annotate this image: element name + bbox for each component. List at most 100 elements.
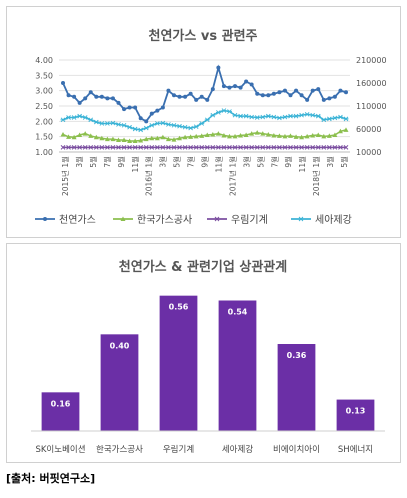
data-point [60, 145, 66, 150]
data-point [71, 145, 77, 150]
x-tick-label: 3월 [241, 156, 251, 168]
data-point [93, 119, 99, 125]
series-line [62, 129, 347, 142]
x-tick-label: 5월 [255, 156, 265, 168]
data-point [310, 88, 315, 93]
data-point [199, 145, 205, 150]
data-point [260, 131, 266, 136]
data-point [304, 111, 310, 117]
data-point [105, 96, 110, 101]
data-point [154, 145, 160, 150]
data-point [304, 145, 310, 150]
data-point [337, 128, 343, 134]
x-tick-label: 5월 [172, 156, 182, 168]
data-point [204, 117, 210, 123]
data-point [260, 93, 265, 98]
data-point [143, 136, 149, 142]
x-tick-label: 11월 [130, 156, 140, 173]
data-point [232, 133, 238, 139]
data-point [82, 131, 88, 136]
x-tick-label: 3월 [74, 156, 84, 168]
line-chart-panel: 천연가스 vs 관련주 4.00 3.50 3.00 2.50 2.00 1.50 1.00 2… [6, 6, 401, 238]
legend-label: 우림기계 [231, 214, 268, 226]
x-tick-label: 9월 [116, 156, 126, 168]
y-left-tick-label: 2.50 [35, 102, 53, 111]
data-point [282, 133, 288, 139]
data-point [121, 123, 127, 128]
data-point [238, 113, 244, 119]
data-point [182, 134, 188, 140]
data-point [304, 133, 310, 139]
data-point [99, 145, 105, 150]
data-point [249, 114, 255, 120]
data-point [199, 94, 204, 99]
data-point [282, 114, 288, 120]
data-point [343, 127, 349, 132]
data-point [160, 105, 165, 110]
data-point [238, 145, 243, 150]
data-point [177, 123, 183, 129]
data-point [299, 112, 305, 118]
data-point [299, 93, 304, 98]
data-point [61, 81, 65, 85]
data-point [315, 113, 321, 119]
y-left-tick-label: 3.50 [35, 71, 53, 80]
data-point [110, 136, 116, 142]
y-left-tick-label: 1.50 [35, 133, 53, 142]
data-point [77, 100, 82, 105]
data-point [116, 100, 121, 105]
data-point [254, 115, 260, 120]
series-3 [60, 108, 349, 133]
legend-label: 천연가스 [59, 214, 96, 226]
data-point [260, 114, 266, 120]
data-point [204, 132, 210, 137]
data-point [110, 145, 116, 150]
data-point [144, 119, 149, 124]
data-point [288, 133, 294, 138]
source-note: [출처: 버핏연구소] [6, 472, 96, 485]
data-point [149, 135, 155, 141]
data-point [88, 133, 94, 138]
data-point [165, 136, 171, 142]
data-point [310, 112, 316, 118]
line-chart: 천연가스 vs 관련주 4.00 3.50 3.00 2.50 2.00 1.50 1.00 2… [35, 28, 387, 226]
data-point [277, 90, 282, 95]
x-tick-label: 3월 [325, 156, 335, 168]
data-point [99, 94, 104, 99]
category-label: 우림기계 [163, 444, 194, 455]
x-tick-label: 2018년 1월 [311, 156, 321, 196]
data-point [243, 113, 249, 119]
data-point [171, 93, 176, 98]
data-point [221, 108, 227, 113]
data-point [210, 145, 216, 150]
legend-label: 세아제강 [315, 214, 352, 226]
data-point [299, 134, 305, 140]
data-point [127, 105, 132, 110]
legend-marker [120, 216, 126, 221]
data-point [193, 124, 199, 130]
data-point [138, 116, 143, 121]
series-0 [61, 64, 348, 124]
data-point [299, 145, 304, 150]
data-point [216, 65, 221, 70]
data-point [60, 117, 66, 123]
data-point [326, 145, 332, 150]
data-point [88, 145, 94, 150]
bar [218, 300, 257, 431]
data-point [210, 132, 216, 137]
data-point [77, 113, 83, 119]
data-point [105, 145, 110, 150]
data-point [99, 121, 105, 126]
data-point [132, 138, 138, 143]
x-tick-label: 2017년 1월 [227, 156, 237, 196]
data-point [321, 145, 327, 150]
bar-value-label: 0.54 [228, 308, 248, 317]
data-point [210, 87, 215, 92]
data-point [260, 145, 266, 150]
data-point [94, 94, 99, 99]
data-point [177, 145, 182, 150]
data-point [282, 88, 287, 93]
data-point [93, 145, 99, 150]
series-1 [60, 127, 349, 143]
data-point [249, 131, 255, 136]
